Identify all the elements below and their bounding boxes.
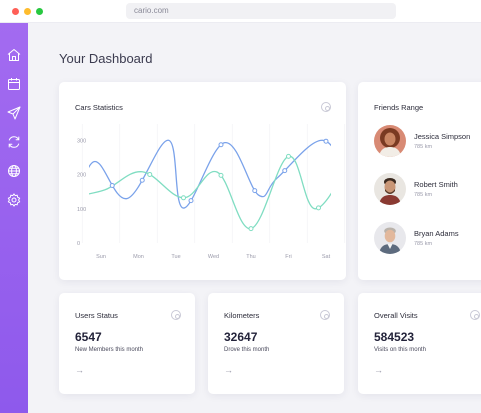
friend-name: Bryan Adams	[414, 229, 459, 238]
avatar	[374, 222, 406, 254]
stat-value: 6547	[75, 330, 102, 344]
data-point	[147, 171, 153, 177]
x-tick-label: Thu	[246, 254, 255, 260]
x-tick-label: Mon	[133, 254, 144, 260]
x-tick-label: Sat	[322, 254, 331, 260]
friend-distance: 785 km	[414, 241, 433, 247]
sync-icon[interactable]	[6, 134, 22, 150]
card-title: Overall Visits	[374, 311, 418, 320]
options-icon[interactable]	[171, 310, 181, 320]
home-icon[interactable]	[6, 47, 22, 63]
maximize-window-button[interactable]	[36, 8, 43, 15]
data-point	[315, 205, 321, 211]
data-point	[180, 195, 186, 201]
arrow-right-icon[interactable]: →	[224, 365, 233, 375]
globe-icon[interactable]	[6, 163, 22, 179]
x-tick-label: Tue	[171, 254, 180, 260]
y-tick-label: 100	[77, 207, 86, 213]
y-tick-label: 0	[77, 241, 80, 247]
x-tick-label: Fri	[285, 254, 291, 260]
address-bar[interactable]: cario.com	[126, 3, 396, 19]
data-point	[109, 182, 115, 188]
data-point	[139, 177, 145, 183]
stat-subtitle: New Members this month	[75, 347, 144, 353]
series-line	[89, 155, 331, 230]
card-title: Kilometers	[224, 311, 260, 320]
stat-value: 32647	[224, 330, 258, 344]
friend-item[interactable]: Bryan Adams 785 km	[374, 222, 481, 256]
overall-visits-card: Overall Visits 584523 Visits on this mon…	[358, 293, 481, 394]
arrow-right-icon[interactable]: →	[374, 365, 383, 375]
options-icon[interactable]	[321, 102, 331, 112]
stat-value: 584523	[374, 330, 415, 344]
friends-range-card: Friends Range Jessica Simpson 785 km Rob…	[358, 82, 481, 280]
data-point	[218, 142, 224, 148]
close-window-button[interactable]	[12, 8, 19, 15]
friend-name: Robert Smith	[414, 180, 458, 189]
options-icon[interactable]	[320, 310, 330, 320]
x-tick-label: Wed	[208, 254, 219, 260]
options-icon[interactable]	[470, 310, 480, 320]
settings-icon[interactable]	[6, 192, 22, 208]
avatar	[374, 173, 406, 205]
data-point	[285, 153, 291, 159]
friend-distance: 785 km	[414, 144, 433, 150]
data-point	[323, 138, 329, 144]
friend-item[interactable]: Robert Smith 785 km	[374, 173, 481, 207]
data-point	[252, 188, 258, 194]
y-tick-label: 200	[77, 173, 86, 179]
friend-name: Jessica Simpson	[414, 132, 471, 141]
avatar	[374, 125, 406, 157]
y-tick-label: 300	[77, 138, 86, 144]
data-point	[248, 226, 254, 232]
data-point	[188, 198, 194, 204]
friend-distance: 785 km	[414, 192, 433, 198]
card-title: Friends Range	[374, 103, 424, 112]
send-icon[interactable]	[6, 105, 22, 121]
minimize-window-button[interactable]	[24, 8, 31, 15]
card-title: Cars Statistics	[75, 103, 123, 112]
kilometers-card: Kilometers 32647 Drove this month →	[208, 293, 344, 394]
friend-item[interactable]: Jessica Simpson 785 km	[374, 125, 481, 159]
page-title: Your Dashboard	[59, 51, 153, 66]
sidebar	[0, 23, 28, 413]
users-status-card: Users Status 6547 New Members this month…	[59, 293, 195, 394]
x-tick-label: Sun	[96, 254, 106, 260]
stat-subtitle: Visits on this month	[374, 347, 426, 353]
series-line	[89, 139, 331, 209]
arrow-right-icon[interactable]: →	[75, 365, 84, 375]
calendar-icon[interactable]	[6, 76, 22, 92]
data-point	[282, 168, 288, 174]
cars-statistics-card: Cars Statistics 0 100 200 300 Sun Mon Tue Wed Th…	[59, 82, 346, 280]
stat-subtitle: Drove this month	[224, 347, 270, 353]
card-title: Users Status	[75, 311, 118, 320]
cars-statistics-chart: 0 100 200 300 Sun Mon Tue Wed Thu Fri Sat	[77, 124, 346, 260]
data-point	[218, 172, 224, 178]
browser-chrome: cario.com	[0, 0, 481, 23]
